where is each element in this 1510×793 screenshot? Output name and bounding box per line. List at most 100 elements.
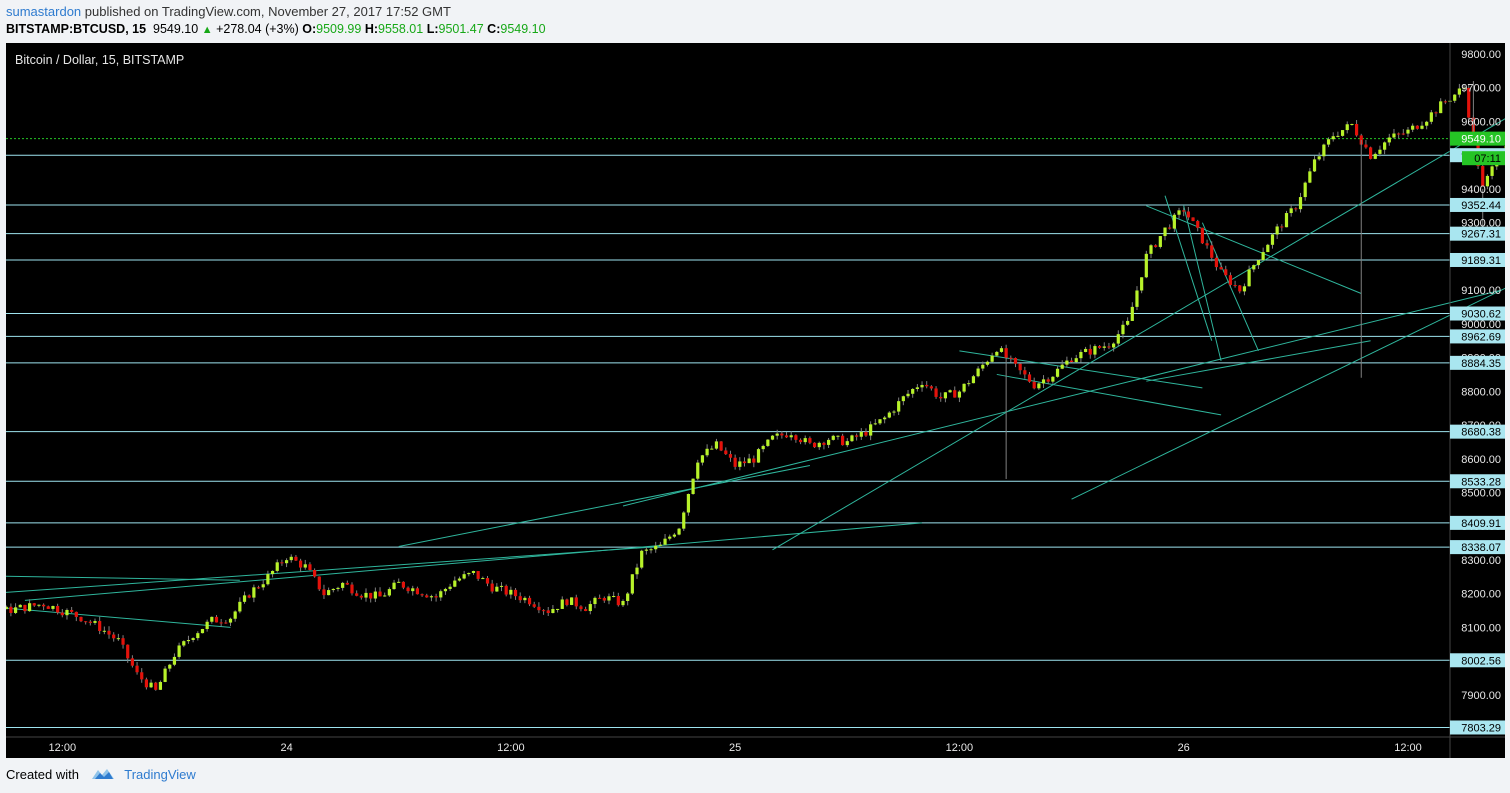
trendline[interactable] bbox=[24, 522, 923, 601]
candle-body bbox=[1275, 226, 1279, 235]
candle-body bbox=[1219, 267, 1223, 270]
candle-body bbox=[1083, 348, 1088, 352]
candle-body bbox=[864, 431, 868, 436]
y-tick-label: 8600.00 bbox=[1461, 454, 1501, 466]
candle-body bbox=[1429, 112, 1433, 122]
candle-body bbox=[154, 682, 158, 690]
trendline[interactable] bbox=[622, 289, 1502, 507]
candle-body bbox=[555, 608, 560, 610]
candle-body bbox=[579, 606, 583, 610]
candle-body bbox=[60, 612, 64, 616]
candle-body bbox=[1046, 379, 1050, 382]
candle-body bbox=[79, 616, 83, 622]
candle-body bbox=[1065, 360, 1069, 365]
candle-body bbox=[1186, 211, 1190, 218]
trendline[interactable] bbox=[0, 545, 661, 594]
candle-body bbox=[1023, 370, 1027, 375]
trendline[interactable] bbox=[959, 350, 1203, 389]
candle-body bbox=[275, 562, 279, 571]
candle-body bbox=[1383, 142, 1387, 150]
candle-body bbox=[570, 597, 574, 605]
candle-body bbox=[1196, 221, 1200, 228]
candle-body bbox=[1079, 351, 1083, 359]
candle-body bbox=[327, 590, 331, 596]
trendline[interactable] bbox=[1146, 205, 1362, 294]
candle-body bbox=[1294, 208, 1298, 210]
price-line-label-box bbox=[1450, 329, 1505, 344]
candle-body bbox=[742, 461, 747, 464]
candle-body bbox=[499, 585, 504, 587]
trendline[interactable] bbox=[1146, 340, 1371, 382]
x-tick-label: 12:00 bbox=[1394, 742, 1422, 754]
price-line-label: 9352.44 bbox=[1461, 200, 1501, 212]
candle-body bbox=[995, 351, 999, 356]
candle-body bbox=[630, 574, 634, 594]
price-chart[interactable]: 7900.008000.008100.008200.008300.008400.… bbox=[0, 43, 1510, 758]
symbol: BITSTAMP:BTCUSD, 15 bbox=[6, 22, 147, 36]
trendline[interactable] bbox=[0, 573, 240, 581]
author-link[interactable]: sumastardon bbox=[6, 4, 82, 19]
trendline[interactable] bbox=[1071, 81, 1510, 500]
y-tick-label: 9600.00 bbox=[1461, 116, 1501, 128]
x-tick-label: 12:00 bbox=[497, 742, 525, 754]
candle-body bbox=[65, 609, 69, 616]
candle-body bbox=[308, 564, 312, 571]
candle-body bbox=[453, 580, 457, 587]
trendline[interactable] bbox=[1183, 205, 1222, 362]
trendline[interactable] bbox=[772, 44, 1510, 551]
candle-body bbox=[1242, 286, 1247, 292]
candle-body bbox=[1420, 125, 1424, 129]
candle-body bbox=[331, 588, 335, 591]
price-line-label: 9189.31 bbox=[1461, 255, 1501, 267]
candle-body bbox=[4, 606, 8, 610]
candle-body bbox=[1102, 346, 1106, 348]
candle-body bbox=[313, 570, 317, 577]
candle-body bbox=[658, 544, 662, 546]
candle-body bbox=[191, 638, 195, 640]
candle-body bbox=[527, 597, 532, 605]
open-value: 9509.99 bbox=[316, 22, 362, 36]
candle-body bbox=[1303, 182, 1307, 198]
candle-body bbox=[855, 435, 859, 437]
candle-body bbox=[196, 633, 200, 639]
candle-body bbox=[1126, 320, 1130, 325]
trendline[interactable] bbox=[0, 594, 231, 628]
candle-body bbox=[84, 621, 88, 623]
candle-body bbox=[1322, 144, 1326, 157]
candle-body bbox=[1406, 129, 1410, 134]
candle-body bbox=[1256, 260, 1261, 266]
candle-body bbox=[598, 597, 602, 599]
y-tick-label: 9800.00 bbox=[1461, 49, 1501, 61]
candle-body bbox=[471, 571, 476, 573]
candle-body bbox=[303, 564, 307, 568]
candle-body bbox=[1252, 265, 1256, 270]
candle-body bbox=[9, 606, 13, 613]
candle-body bbox=[448, 586, 452, 589]
candle-body bbox=[780, 433, 784, 436]
tradingview-link[interactable]: TradingView bbox=[124, 767, 196, 782]
candle-body bbox=[967, 383, 971, 385]
candle-body bbox=[537, 606, 541, 611]
candle-body bbox=[672, 534, 676, 537]
candle-body bbox=[411, 588, 415, 592]
candle-body bbox=[387, 589, 391, 596]
candle-body bbox=[247, 595, 251, 598]
candle-body bbox=[1317, 156, 1321, 160]
candle-body bbox=[551, 608, 555, 614]
candle-body bbox=[985, 361, 990, 365]
candle-body bbox=[509, 589, 513, 595]
candle-body bbox=[1490, 166, 1494, 176]
y-tick-label: 8300.00 bbox=[1461, 555, 1501, 567]
chart-area[interactable]: 7900.008000.008100.008200.008300.008400.… bbox=[0, 43, 1510, 758]
candle-body bbox=[1331, 136, 1335, 140]
candle-body bbox=[593, 597, 597, 605]
y-tick-label: 8200.00 bbox=[1461, 589, 1501, 601]
candle-body bbox=[1130, 306, 1134, 321]
candle-body bbox=[808, 438, 812, 443]
x-tick-label: 26 bbox=[1178, 742, 1190, 754]
last-price-label: 9549.10 bbox=[1461, 134, 1501, 146]
candle-body bbox=[1037, 383, 1041, 389]
candle-body bbox=[649, 549, 653, 551]
candle-body bbox=[467, 572, 471, 575]
trendline[interactable] bbox=[398, 465, 810, 547]
